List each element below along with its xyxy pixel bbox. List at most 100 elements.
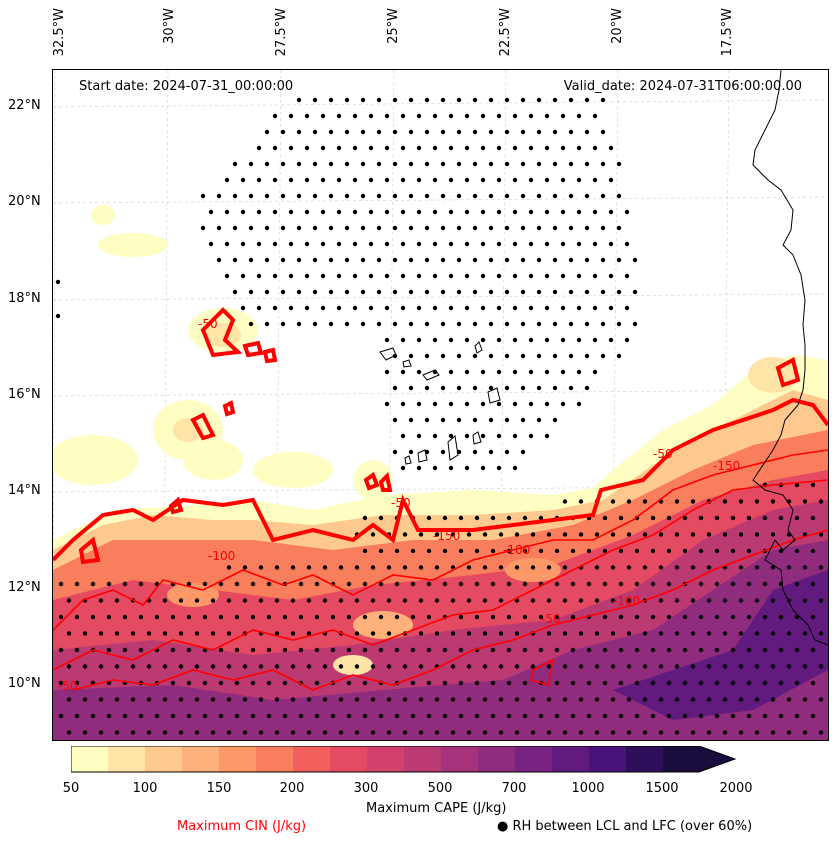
rh-dot <box>618 581 624 587</box>
rh-dot <box>194 631 200 636</box>
rh-dot <box>778 647 784 653</box>
rh-dot <box>256 273 262 279</box>
rh-dot <box>714 713 720 719</box>
rh-dot <box>650 548 656 554</box>
rh-dot <box>336 177 342 183</box>
rh-dot <box>360 225 366 231</box>
rh-dot <box>480 337 486 343</box>
rh-dot <box>490 713 496 719</box>
rh-dot <box>306 730 312 735</box>
rh-dot <box>346 680 352 686</box>
rh-dot <box>536 161 542 167</box>
rh-dot <box>536 385 542 391</box>
rh-dot <box>642 499 648 504</box>
rh-dot <box>208 241 214 247</box>
rh-dot <box>634 713 640 719</box>
rh-dot <box>288 273 294 279</box>
rh-dot <box>464 465 470 471</box>
rh-dot <box>600 289 606 295</box>
rh-dot <box>146 730 152 735</box>
rh-dot <box>810 482 816 488</box>
rh-dot <box>202 680 208 686</box>
rh-dot <box>536 289 542 295</box>
rh-dot <box>362 581 368 587</box>
rh-dot <box>586 581 592 587</box>
rh-dot <box>794 548 800 554</box>
rh-dot <box>602 647 608 653</box>
rh-dot <box>288 305 294 311</box>
rh-dot <box>456 193 462 199</box>
rh-dot <box>778 548 784 554</box>
colorbar-svg <box>70 745 737 773</box>
legend-cin: Maximum CIN (J/kg) <box>177 819 307 834</box>
rh-dot <box>378 515 384 521</box>
rh-dot <box>432 177 438 183</box>
rh-dot <box>272 209 278 215</box>
rh-dot <box>624 241 630 247</box>
rh-dot <box>794 614 800 620</box>
rh-dot <box>802 664 808 669</box>
rh-dot <box>474 515 480 521</box>
rh-dot <box>466 631 472 636</box>
rh-dot <box>506 614 512 620</box>
rh-dot <box>186 581 192 587</box>
rh-dot <box>210 664 216 669</box>
rh-dot <box>272 177 278 183</box>
rh-dot <box>490 548 496 554</box>
rh-dot <box>408 449 414 455</box>
rh-dot <box>714 581 720 587</box>
rh-dot <box>274 664 280 669</box>
rh-dot <box>738 598 744 603</box>
rh-dot <box>474 713 480 719</box>
rh-dot <box>376 321 382 327</box>
rh-dot <box>352 145 358 151</box>
rh-dot <box>472 353 478 359</box>
rh-dot <box>376 257 382 263</box>
rh-dot <box>480 273 486 279</box>
rh-dot <box>746 548 752 554</box>
rh-dot <box>666 581 672 587</box>
rh-dot <box>506 680 512 686</box>
rh-dot <box>600 257 606 263</box>
rh-dot <box>472 449 478 455</box>
rh-dot <box>384 241 390 247</box>
rh-dot <box>440 161 446 167</box>
contour-label: -100 <box>208 549 235 563</box>
rh-dot <box>698 614 704 620</box>
rh-dot <box>658 730 664 735</box>
rh-dot <box>650 581 656 587</box>
rh-dot <box>400 241 406 247</box>
rh-dot <box>74 680 80 686</box>
rh-dot <box>424 257 430 263</box>
rh-dot <box>362 647 368 653</box>
rh-dot <box>266 713 272 719</box>
rh-dot <box>250 647 256 653</box>
rh-dot <box>258 598 264 603</box>
rh-dot <box>770 631 776 636</box>
rh-dot <box>608 305 614 311</box>
rh-dot <box>794 713 800 719</box>
rh-dot <box>274 730 280 735</box>
rh-dot <box>240 273 246 279</box>
rh-dot <box>560 369 566 375</box>
colorbar-segment <box>219 746 257 772</box>
rh-dot <box>82 664 88 669</box>
rh-dot <box>448 369 454 375</box>
rh-dot <box>560 241 566 247</box>
rh-dot <box>498 631 504 636</box>
rh-dot <box>448 209 454 215</box>
rh-dot <box>298 581 304 587</box>
rh-dot <box>218 713 224 719</box>
rh-dot <box>706 532 712 537</box>
rh-dot <box>226 598 232 603</box>
rh-dot <box>698 548 704 554</box>
rh-dot <box>280 161 286 167</box>
rh-dot <box>264 321 270 327</box>
rh-dot <box>306 565 312 570</box>
rh-dot <box>608 273 614 279</box>
rh-dot <box>512 177 518 183</box>
rh-dot <box>290 730 296 735</box>
rh-dot <box>770 730 776 735</box>
rh-dot <box>496 433 502 439</box>
rh-dot <box>402 730 408 735</box>
